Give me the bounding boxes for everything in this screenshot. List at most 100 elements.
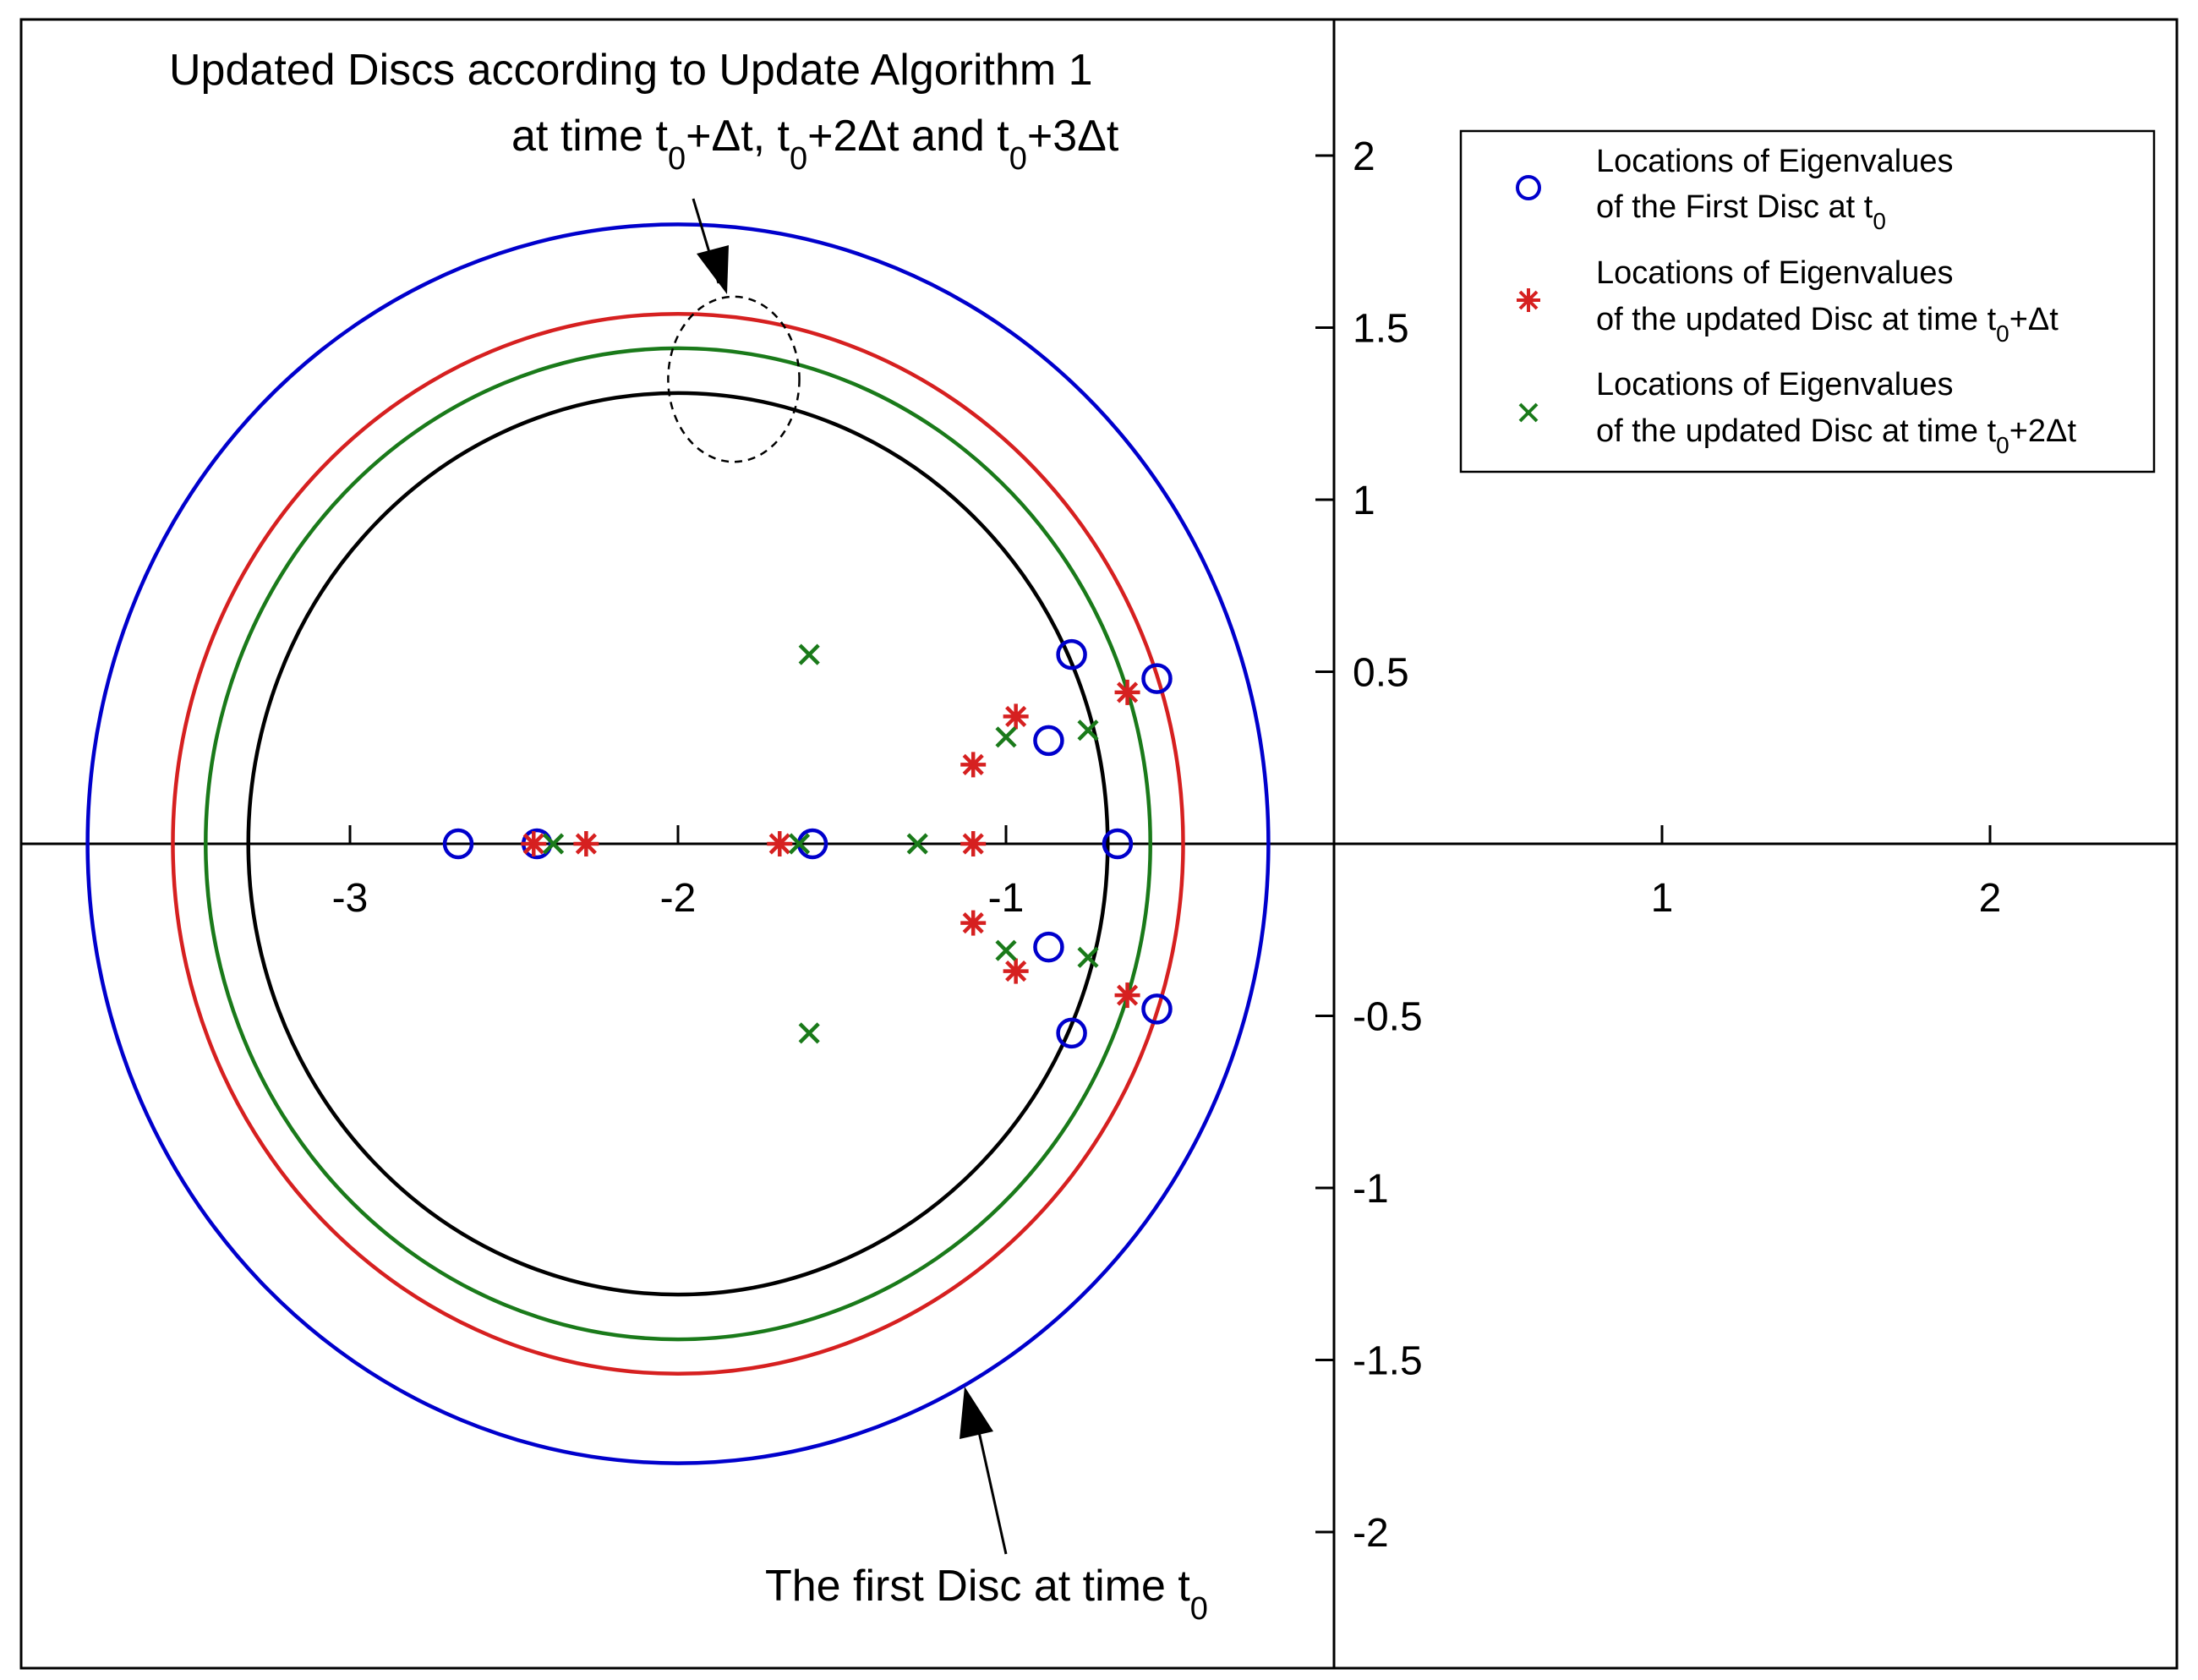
- axis-ticks: [348, 154, 1992, 1534]
- x-stroke: [1077, 720, 1099, 741]
- dashed-ellipse: [667, 295, 801, 463]
- asterisk-stroke: [962, 833, 984, 855]
- x-stroke: [788, 833, 811, 855]
- x-tick-label: 1: [1651, 876, 1674, 921]
- axis-tick-labels: -3 -2 -1 1 2 2 1.5 1 0.5 -0.5 -1 -1.5 -2: [332, 134, 2002, 1556]
- asterisk-stroke: [575, 833, 597, 855]
- y-tick-label: 2: [1353, 134, 1375, 179]
- annotation-top-line1: Updated Discs according to Update Algori…: [169, 46, 1093, 95]
- asterisk-stroke: [1005, 705, 1027, 728]
- y-tick-label: 0.5: [1353, 651, 1409, 696]
- legend-entry-2-sub: 0: [1996, 320, 2009, 347]
- legend-entry-1-line2: of the First Disc at t0: [1596, 189, 1886, 234]
- legend-entry-3-sub: 0: [1996, 432, 2009, 458]
- legend-marker-asterisk: [1517, 288, 1540, 312]
- legend-entry-2-line1: Locations of Eigenvalues: [1596, 255, 1954, 291]
- eigenvalue-marker-asterisk: [960, 752, 987, 778]
- eigenvalue-marker-x: [1077, 946, 1099, 968]
- x-stroke: [995, 726, 1017, 748]
- annotation-top-arrow-head: [697, 245, 729, 294]
- eigenvalue-marker-x: [798, 643, 820, 665]
- x-stroke: [798, 1022, 820, 1044]
- y-tick-label: -1: [1353, 1167, 1389, 1212]
- eigenvalue-marker-circle: [1141, 993, 1173, 1025]
- legend-entry-3-line1: Locations of Eigenvalues: [1596, 367, 1954, 402]
- x-stroke: [906, 833, 928, 855]
- eigenvalue-marker-x: [798, 1022, 820, 1044]
- eigenvalue-marker-x: [906, 833, 928, 855]
- asterisk-stroke: [1005, 960, 1027, 982]
- eigenvalue-marker-circle: [1056, 1017, 1087, 1049]
- x-tick-label: -1: [988, 876, 1025, 921]
- eigenvalue-marker-asterisk: [960, 831, 987, 856]
- eigenvalue-marker-x: [995, 726, 1017, 748]
- legend-entry-1-line2-main: of the First Disc at t: [1596, 189, 1873, 225]
- legend-marker-circle: [1516, 175, 1541, 200]
- eigenvalue-marker-asterisk: [1114, 679, 1140, 705]
- dashed-ellipse-group: [667, 295, 801, 463]
- asterisk-stroke: [1116, 984, 1139, 1006]
- annotation-top-sub-3: 0: [1009, 141, 1027, 177]
- annotation-bottom-sub: 0: [1190, 1591, 1208, 1627]
- eigenvalue-marker-circle: [1056, 638, 1087, 670]
- eigenvalue-marker-circle: [1033, 725, 1064, 757]
- y-tick-label: -1.5: [1353, 1339, 1423, 1384]
- legend-entry-2-line2: of the updated Disc at time t0+Δt: [1596, 302, 2059, 347]
- annotation-bottom-part-1: The first Disc at time t: [765, 1562, 1190, 1611]
- annotation-bottom-arrow-shaft: [975, 1420, 1008, 1555]
- disc-circle: [246, 391, 1110, 1297]
- legend-entry-3-line2-main: of the updated Disc at time t: [1596, 413, 1997, 449]
- x-stroke: [1077, 946, 1099, 968]
- eigenvalue-marker-x: [542, 833, 565, 855]
- annotation-top-sub-2: 0: [790, 141, 807, 177]
- x-tick-label: -2: [660, 876, 697, 921]
- legend-entry-2-line2-main: of the updated Disc at time t: [1596, 302, 1997, 337]
- disc-circles: [85, 222, 1271, 1465]
- legend-entry-2-tail: +Δt: [2009, 302, 2059, 337]
- legend-box: [1459, 129, 2156, 473]
- x-tick-label: -3: [332, 876, 369, 921]
- y-tick-label: -2: [1353, 1511, 1389, 1556]
- legend-marker-x: [1518, 402, 1539, 423]
- asterisk-stroke: [768, 833, 790, 855]
- eigenvalue-marker-asterisk: [767, 831, 793, 856]
- eigenvalue-marker-circle: [1141, 663, 1173, 694]
- eigenvalue-marker-x: [995, 939, 1017, 961]
- y-tick-label: 1.5: [1353, 307, 1409, 352]
- x-stroke: [542, 833, 565, 855]
- eigenvalue-marker-circle: [442, 828, 474, 860]
- legend: Locations of Eigenvalues of the First Di…: [1459, 129, 2156, 473]
- eigenvalue-marker-asterisk: [521, 831, 547, 856]
- legend-entry-1-sub: 0: [1873, 208, 1886, 234]
- eigenvalue-markers: [442, 638, 1173, 1049]
- asterisk-stroke: [962, 753, 984, 775]
- eigenvalue-marker-circle: [1033, 931, 1064, 963]
- x-tick-label: 2: [1979, 876, 2002, 921]
- disc-circle: [204, 346, 1152, 1342]
- x-stroke: [995, 939, 1017, 961]
- legend-entry-3-tail: +2Δt: [2009, 413, 2077, 449]
- eigenvalue-marker-asterisk: [573, 831, 599, 856]
- eigenvalue-marker-asterisk: [960, 910, 987, 936]
- disc-circle: [171, 311, 1185, 1376]
- eigenvalue-marker-asterisk: [1003, 703, 1029, 730]
- asterisk-stroke: [962, 912, 984, 934]
- eigenvalue-marker-asterisk: [1003, 958, 1029, 984]
- eigenvalue-marker-x: [1077, 720, 1099, 741]
- annotation-top: Updated Discs according to Update Algori…: [169, 46, 1119, 294]
- annotation-bottom: The first Disc at time t0: [765, 1387, 1208, 1627]
- legend-entry-3-line2: of the updated Disc at time t0+2Δt: [1596, 413, 2076, 458]
- legend-entry-1-line1: Locations of Eigenvalues: [1596, 144, 1954, 179]
- annotation-top-line2: at time t0+Δt, t0+2Δt and t0+3Δt: [511, 112, 1119, 177]
- annotation-bottom-text: The first Disc at time t0: [765, 1562, 1208, 1627]
- eigenvalue-marker-x: [788, 833, 811, 855]
- y-tick-label: -0.5: [1353, 995, 1423, 1040]
- asterisk-stroke: [1116, 681, 1139, 703]
- annotation-top-part-2: +Δt, t: [686, 112, 790, 161]
- annotation-bottom-arrow-head: [960, 1387, 993, 1439]
- eigenvalue-marker-asterisk: [1114, 982, 1140, 1009]
- asterisk-stroke: [522, 833, 544, 855]
- annotation-top-sub-1: 0: [668, 141, 686, 177]
- x-stroke: [798, 643, 820, 665]
